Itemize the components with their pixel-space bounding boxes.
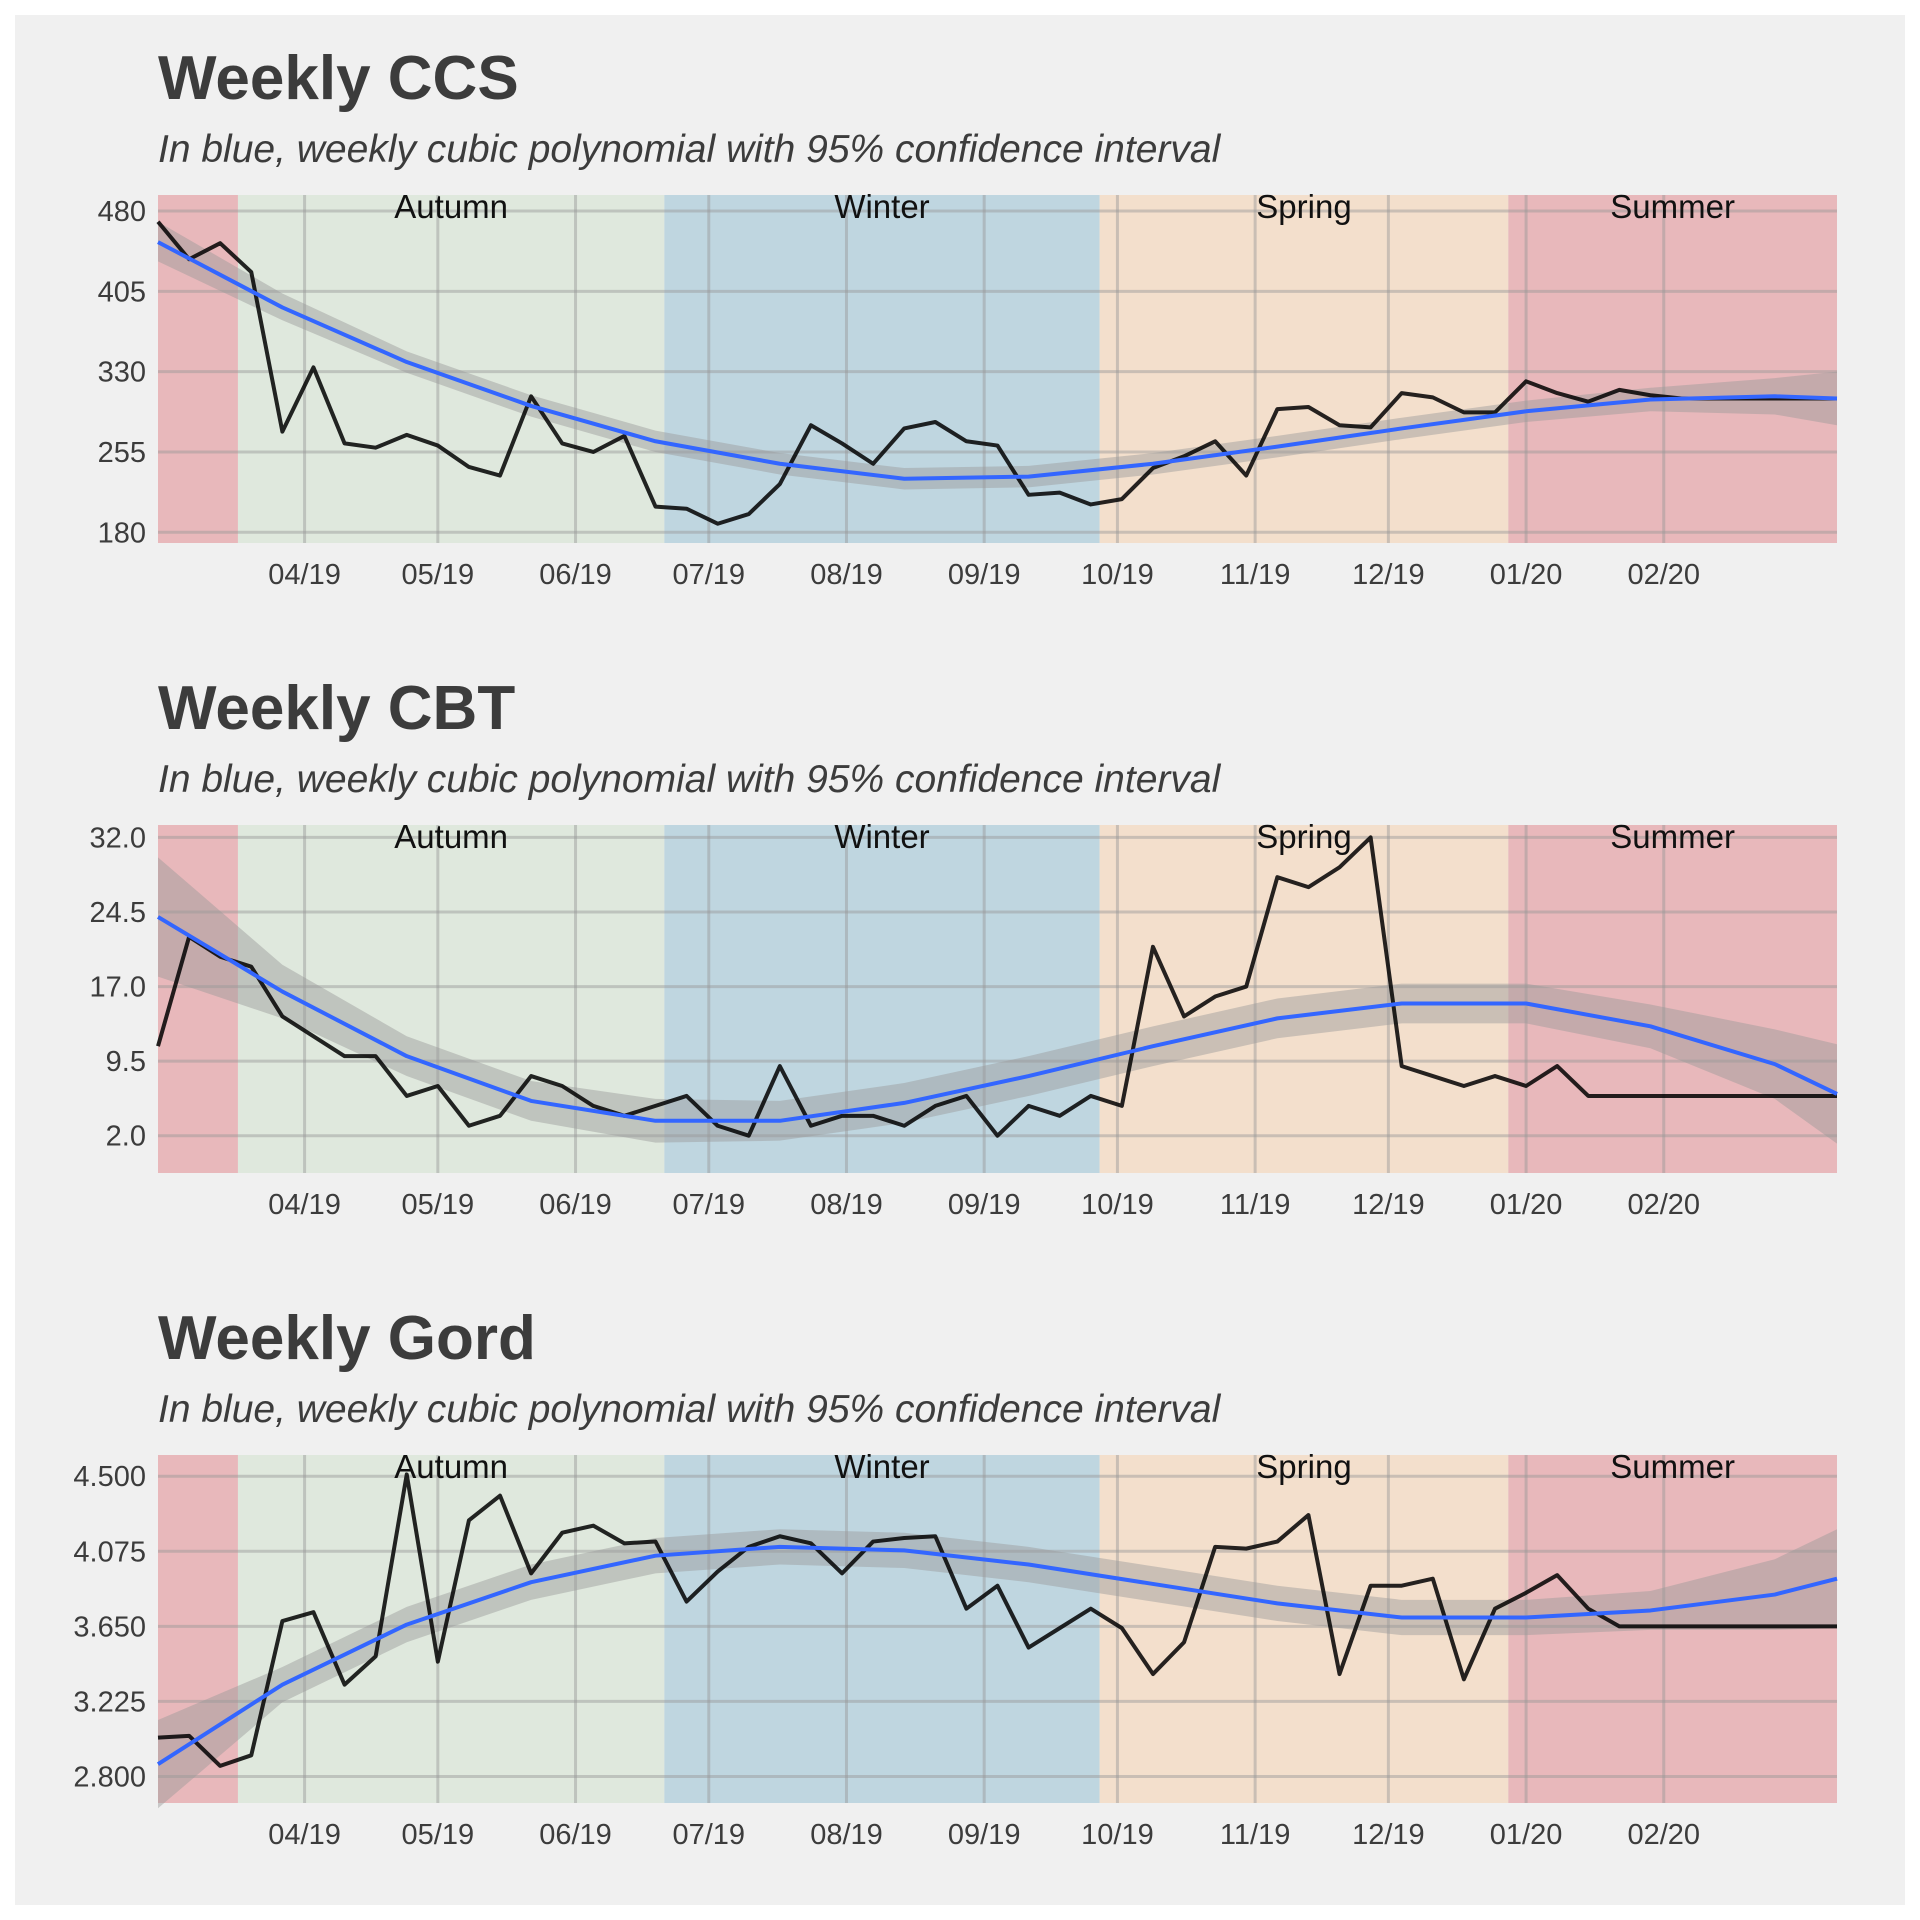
season-band (1508, 195, 1837, 543)
x-tick-label: 06/19 (539, 1819, 612, 1851)
panel-title: Weekly CBT (158, 674, 516, 743)
x-tick-label: 12/19 (1352, 1189, 1425, 1221)
x-tick-label: 05/19 (402, 1189, 475, 1221)
fit-line (156, 915, 1838, 1123)
x-tick-label: 10/19 (1081, 1819, 1154, 1851)
x-tick-label: 07/19 (672, 1819, 745, 1851)
season-label: Winter (834, 1448, 929, 1485)
y-tick-label: 2.0 (106, 1121, 146, 1153)
panel-title: Weekly CCS (158, 44, 519, 113)
x-tick-label: 08/19 (810, 1819, 883, 1851)
figure: Weekly CCS In blue, weekly cubic polynom… (15, 15, 1905, 1905)
panel-title: Weekly Gord (158, 1304, 536, 1373)
y-tick-label: 2.800 (73, 1762, 146, 1794)
x-tick-label: 08/19 (810, 1189, 883, 1221)
season-band (1099, 1455, 1509, 1803)
season-band (664, 825, 1100, 1173)
confidence-ribbon (158, 221, 1837, 490)
x-tick-label: 12/19 (1352, 1819, 1425, 1851)
y-tick-label: 4.075 (73, 1536, 146, 1568)
panel-weekly-cbt: Weekly CBT In blue, weekly cubic polynom… (15, 645, 1905, 1275)
fit-line (157, 240, 1838, 481)
season-band (1099, 825, 1509, 1173)
season-label: Winter (834, 188, 929, 225)
x-tick-label: 11/19 (1220, 1819, 1290, 1851)
x-tick-label: 01/20 (1490, 1189, 1563, 1221)
y-tick-label: 180 (98, 517, 146, 549)
season-band (1508, 825, 1837, 1173)
x-tick-label: 11/19 (1220, 1189, 1290, 1221)
y-tick-label: 32.0 (90, 822, 146, 854)
season-label: Spring (1256, 818, 1351, 855)
panel-subtitle: In blue, weekly cubic polynomial with 95… (158, 758, 1221, 801)
season-label: Summer (1610, 818, 1735, 855)
x-tick-label: 01/20 (1490, 1819, 1563, 1851)
x-tick-label: 09/19 (948, 1189, 1021, 1221)
y-tick-label: 9.5 (106, 1046, 146, 1078)
y-tick-label: 4.500 (73, 1461, 146, 1493)
season-label: Summer (1610, 188, 1735, 225)
x-tick-label: 04/19 (268, 559, 341, 591)
gridlines (158, 1455, 1837, 1803)
season-label: Autumn (394, 818, 508, 855)
x-tick-label: 04/19 (268, 1189, 341, 1221)
x-tick-label: 01/20 (1490, 559, 1563, 591)
series-line (157, 1472, 1837, 1768)
fit-line (156, 1544, 1838, 1766)
y-tick-label: 17.0 (90, 972, 146, 1004)
x-tick-label: 06/19 (539, 1189, 612, 1221)
season-band (1099, 195, 1509, 543)
x-tick-label: 04/19 (268, 1819, 341, 1851)
y-tick-label: 330 (98, 357, 146, 389)
y-tick-label: 3.650 (73, 1611, 146, 1643)
x-tick-label: 05/19 (402, 559, 475, 591)
x-tick-label: 11/19 (1220, 559, 1290, 591)
y-tick-label: 480 (98, 196, 146, 228)
x-tick-label: 10/19 (1081, 559, 1154, 591)
y-tick-label: 24.5 (90, 897, 146, 929)
y-tick-label: 405 (98, 276, 146, 308)
x-tick-label: 08/19 (810, 559, 883, 591)
panel-subtitle: In blue, weekly cubic polynomial with 95… (158, 128, 1221, 171)
season-label: Winter (834, 818, 929, 855)
x-tick-label: 02/20 (1627, 1819, 1700, 1851)
season-band (237, 1455, 665, 1803)
y-tick-label: 255 (98, 437, 146, 469)
y-tick-label: 3.225 (73, 1686, 146, 1718)
season-band (237, 195, 665, 543)
x-tick-label: 09/19 (948, 559, 1021, 591)
season-band (664, 1455, 1100, 1803)
x-tick-label: 07/19 (672, 1189, 745, 1221)
season-label: Spring (1256, 1448, 1351, 1485)
season-label: Spring (1256, 188, 1351, 225)
x-tick-label: 02/20 (1627, 1189, 1700, 1221)
x-tick-label: 05/19 (402, 1819, 475, 1851)
x-tick-label: 06/19 (539, 559, 612, 591)
series-line (156, 835, 1837, 1138)
panel-weekly-ccs: Weekly CCS In blue, weekly cubic polynom… (15, 15, 1905, 645)
plot-weekly-ccs: Autumn Winter Spring Summer 180 255 330 405 480 0… (98, 188, 1838, 591)
x-tick-label: 09/19 (948, 1819, 1021, 1851)
season-band (1508, 1455, 1837, 1803)
x-tick-label: 12/19 (1352, 559, 1425, 591)
season-band (664, 195, 1100, 543)
x-tick-label: 02/20 (1627, 559, 1700, 591)
plot-weekly-gord: Autumn Winter Spring Summer 2.800 3.225 3.650 4… (73, 1448, 1838, 1851)
season-label: Autumn (394, 1448, 508, 1485)
confidence-ribbon (158, 857, 1837, 1144)
panel-subtitle: In blue, weekly cubic polynomial with 95… (158, 1388, 1221, 1431)
plot-weekly-cbt: Autumn Winter Spring Summer 2.0 9.5 17.0 24.5 32… (90, 818, 1838, 1221)
season-band (237, 825, 665, 1173)
x-tick-label: 07/19 (672, 559, 745, 591)
gridlines (158, 195, 1837, 543)
panel-weekly-gord: Weekly Gord In blue, weekly cubic polyno… (15, 1275, 1905, 1905)
season-label: Summer (1610, 1448, 1735, 1485)
x-tick-label: 10/19 (1081, 1189, 1154, 1221)
series-line (156, 220, 1837, 526)
season-label: Autumn (394, 188, 508, 225)
